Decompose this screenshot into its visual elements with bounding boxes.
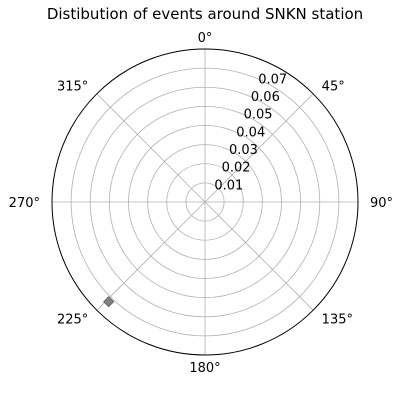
r-tick-label-2: 0.02 (222, 161, 251, 176)
theta-tick-label-90: 90° (370, 196, 393, 211)
polar-grid (51, 48, 359, 356)
angular-gridline-225 (96, 201, 206, 311)
r-tick-label-6: 0.06 (251, 90, 280, 105)
r-tick-label-1: 0.01 (214, 178, 243, 193)
angular-gridline-45 (204, 93, 314, 203)
theta-tick-label-225: 225° (57, 313, 88, 328)
theta-tick-label-180: 180° (189, 361, 220, 376)
theta-tick-label-315: 315° (57, 79, 88, 94)
angular-gridline-135 (204, 201, 314, 311)
theta-tick-label-135: 135° (322, 313, 353, 328)
r-tick-label-3: 0.03 (229, 143, 258, 158)
r-tick-label-4: 0.04 (236, 125, 265, 140)
polar-frame (51, 48, 359, 356)
chart-title: Distibution of events around SNKN statio… (47, 5, 363, 23)
theta-tick-label-0: 0° (198, 31, 213, 46)
radial-tick-labels: 0.01 0.02 0.03 0.04 0.05 0.06 0.07 (214, 72, 287, 193)
r-tick-label-5: 0.05 (244, 108, 273, 123)
data-points (103, 296, 115, 308)
angular-gridline-315 (96, 93, 206, 203)
event-point-1 (103, 296, 115, 308)
theta-tick-label-45: 45° (322, 79, 345, 94)
angular-tick-labels: 0° 45° 90° 135° 180° 225° 270° 315° (9, 31, 393, 376)
theta-tick-label-270: 270° (9, 196, 40, 211)
r-tick-label-7: 0.07 (258, 72, 287, 87)
